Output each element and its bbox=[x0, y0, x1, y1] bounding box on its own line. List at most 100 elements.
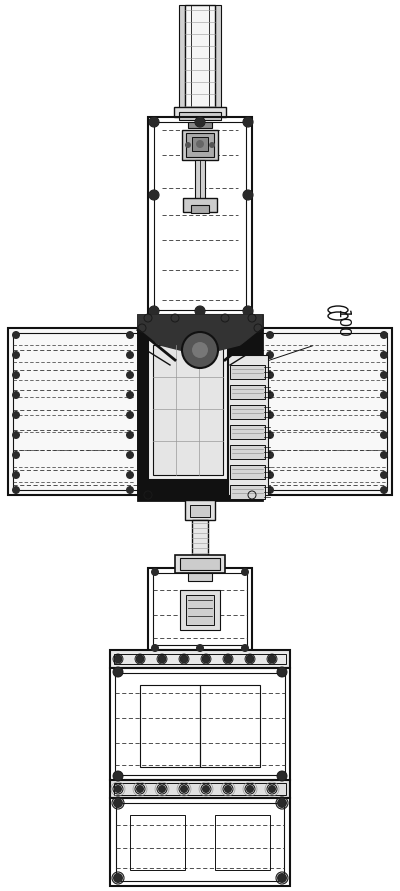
Circle shape bbox=[12, 351, 20, 359]
Circle shape bbox=[197, 561, 203, 567]
Circle shape bbox=[266, 451, 274, 459]
Circle shape bbox=[243, 190, 253, 200]
Circle shape bbox=[248, 314, 256, 322]
Circle shape bbox=[224, 655, 232, 663]
Ellipse shape bbox=[328, 306, 348, 314]
Circle shape bbox=[202, 785, 210, 793]
Circle shape bbox=[12, 451, 20, 459]
Circle shape bbox=[158, 655, 166, 663]
Circle shape bbox=[196, 140, 204, 148]
Circle shape bbox=[380, 486, 388, 494]
Bar bbox=[175, 555, 225, 573]
Bar bbox=[180, 558, 220, 570]
Circle shape bbox=[151, 568, 159, 576]
Circle shape bbox=[177, 561, 183, 567]
Circle shape bbox=[149, 306, 159, 316]
Bar bbox=[180, 590, 220, 630]
Circle shape bbox=[246, 785, 254, 793]
Circle shape bbox=[277, 798, 287, 808]
Circle shape bbox=[144, 491, 152, 499]
Circle shape bbox=[113, 798, 123, 808]
Circle shape bbox=[12, 486, 20, 494]
Circle shape bbox=[126, 411, 134, 419]
Circle shape bbox=[380, 411, 388, 419]
Circle shape bbox=[149, 190, 159, 200]
Circle shape bbox=[209, 142, 215, 148]
Circle shape bbox=[195, 117, 205, 127]
Circle shape bbox=[149, 117, 159, 127]
Bar bbox=[183, 198, 217, 212]
Bar bbox=[115, 673, 285, 775]
Circle shape bbox=[113, 873, 123, 883]
Circle shape bbox=[266, 471, 274, 479]
Circle shape bbox=[277, 667, 287, 677]
Ellipse shape bbox=[328, 312, 348, 320]
Bar bbox=[230, 425, 265, 439]
Circle shape bbox=[114, 785, 122, 793]
Circle shape bbox=[182, 332, 218, 368]
Bar bbox=[179, 5, 185, 110]
Bar bbox=[174, 107, 226, 117]
Bar bbox=[148, 117, 252, 315]
Circle shape bbox=[380, 451, 388, 459]
Bar bbox=[230, 465, 265, 479]
Circle shape bbox=[380, 331, 388, 339]
Bar bbox=[110, 780, 290, 798]
Bar bbox=[186, 595, 214, 625]
Circle shape bbox=[266, 391, 274, 399]
Circle shape bbox=[136, 655, 144, 663]
Circle shape bbox=[246, 655, 254, 663]
Circle shape bbox=[266, 351, 274, 359]
Bar bbox=[230, 365, 265, 379]
Circle shape bbox=[138, 324, 146, 332]
Circle shape bbox=[12, 471, 20, 479]
Circle shape bbox=[126, 331, 134, 339]
Bar bbox=[230, 445, 265, 459]
Circle shape bbox=[224, 785, 232, 793]
Circle shape bbox=[268, 655, 276, 663]
Circle shape bbox=[12, 391, 20, 399]
Bar bbox=[262, 328, 392, 495]
Circle shape bbox=[266, 486, 274, 494]
Circle shape bbox=[126, 431, 134, 439]
Bar bbox=[116, 803, 284, 881]
Circle shape bbox=[126, 486, 134, 494]
Circle shape bbox=[113, 667, 123, 677]
Circle shape bbox=[12, 371, 20, 379]
Bar bbox=[114, 654, 286, 664]
Circle shape bbox=[126, 391, 134, 399]
Bar bbox=[191, 205, 209, 213]
Circle shape bbox=[241, 568, 249, 576]
Circle shape bbox=[217, 561, 223, 567]
Circle shape bbox=[126, 351, 134, 359]
Circle shape bbox=[196, 568, 204, 576]
Bar bbox=[230, 385, 265, 399]
Circle shape bbox=[113, 771, 123, 781]
Bar bbox=[230, 405, 265, 419]
Circle shape bbox=[380, 431, 388, 439]
Circle shape bbox=[243, 306, 253, 316]
Bar bbox=[186, 133, 214, 157]
Bar bbox=[179, 112, 221, 120]
Circle shape bbox=[126, 451, 134, 459]
Circle shape bbox=[171, 314, 179, 322]
Circle shape bbox=[243, 117, 253, 127]
Bar bbox=[138, 315, 262, 500]
Circle shape bbox=[185, 142, 191, 148]
Bar bbox=[200, 685, 260, 767]
Bar bbox=[110, 668, 290, 780]
Circle shape bbox=[221, 314, 229, 322]
Circle shape bbox=[136, 785, 144, 793]
Bar bbox=[114, 783, 286, 795]
Circle shape bbox=[380, 351, 388, 359]
Circle shape bbox=[12, 411, 20, 419]
Circle shape bbox=[12, 431, 20, 439]
Circle shape bbox=[254, 324, 262, 332]
Bar bbox=[153, 345, 223, 475]
Circle shape bbox=[277, 771, 287, 781]
Bar bbox=[13, 333, 387, 490]
Text: 100: 100 bbox=[334, 308, 350, 338]
Circle shape bbox=[268, 785, 276, 793]
Bar bbox=[110, 650, 290, 668]
Bar bbox=[188, 122, 212, 128]
